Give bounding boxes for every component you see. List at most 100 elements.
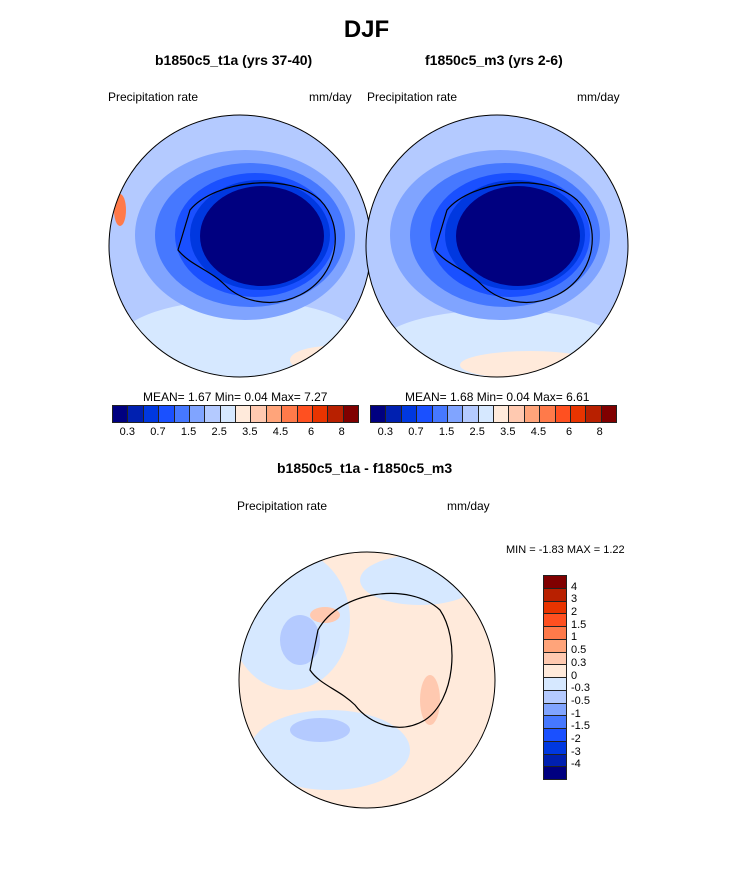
colorbar-tick-label: 0.7 [150, 426, 166, 438]
panel2-units: mm/day [577, 90, 620, 104]
colorbar-box [544, 729, 566, 742]
panel2-title: f1850c5_m3 (yrs 2-6) [425, 52, 563, 68]
colorbar-box [236, 406, 252, 422]
colorbar-box [509, 406, 525, 422]
colorbar-box [544, 588, 566, 602]
colorbar-tick-label: 0.3 [377, 426, 393, 438]
colorbar-box [544, 576, 566, 589]
colorbar-box [113, 406, 129, 422]
colorbar-diff [543, 575, 567, 780]
colorbar-box [494, 406, 510, 422]
colorbar-box [401, 406, 418, 422]
colorbar-box [386, 406, 402, 422]
colorbar-box [544, 678, 566, 691]
diff-colorbar-tick-label: 3 [571, 593, 578, 606]
panel1-variable: Precipitation rate [108, 90, 199, 104]
diff-colorbar-tick-label: 0 [571, 669, 578, 682]
colorbar-box [128, 406, 144, 422]
map-diff [239, 552, 495, 808]
panel1-stats: MEAN= 1.67 Min= 0.04 Max= 7.27 [143, 390, 328, 404]
colorbar-box [544, 703, 566, 717]
diff-units: mm/day [447, 499, 490, 513]
colorbar-box [174, 406, 190, 422]
diff-colorbar-tick-label: 0.3 [571, 656, 587, 669]
colorbar-box [143, 406, 160, 422]
colorbar-box [544, 716, 566, 729]
colorbar-box [544, 754, 566, 768]
colorbar-box [570, 406, 587, 422]
colorbar-tick-label: 8 [596, 426, 603, 438]
colorbar-box [478, 406, 494, 422]
diff-colorbar-tick-label: -0.3 [571, 682, 590, 695]
colorbar-tick-label: 1.5 [438, 426, 455, 438]
colorbar-box [544, 665, 566, 678]
colorbar-box [205, 406, 221, 422]
colorbar-box [601, 406, 616, 422]
colorbar-box [159, 406, 175, 422]
panel1-title: b1850c5_t1a (yrs 37-40) [155, 52, 313, 68]
colorbar-box [282, 406, 298, 422]
colorbar-tick-label: 1.5 [180, 426, 197, 438]
colorbar-box [544, 690, 566, 704]
diff-colorbar-tick-label: -1 [571, 707, 581, 720]
diff-variable: Precipitation rate [237, 499, 328, 513]
colorbar-box [189, 406, 206, 422]
diff-colorbar-tick-label: -0.5 [571, 694, 590, 707]
diff-colorbar-tick-label: 4 [571, 580, 578, 593]
colorbar-box [312, 406, 329, 422]
diff-colorbar-tick-label: 2 [571, 606, 578, 619]
colorbar-tick-label: 3.5 [242, 426, 258, 438]
colorbar-tick-label: 4.5 [272, 426, 289, 438]
diff-colorbar-tick-label: -3 [571, 745, 581, 758]
colorbar-box [417, 406, 433, 422]
colorbar-box [343, 406, 358, 422]
colorbar-box [432, 406, 448, 422]
colorbar-tick-label: 6 [308, 426, 315, 438]
diff-colorbar-tick-label: -1.5 [571, 720, 590, 733]
colorbar-tick-label: 0.3 [119, 426, 135, 438]
diff-stats: MIN = -1.83 MAX = 1.22 [506, 544, 625, 556]
colorbar-box [251, 406, 267, 422]
colorbar-box [544, 627, 566, 640]
diff-colorbar-tick-label: 1 [571, 631, 578, 644]
colorbar-box [555, 406, 571, 422]
colorbar-box [297, 406, 313, 422]
colorbar-box [266, 406, 283, 422]
colorbar-box [544, 767, 566, 779]
colorbar-box [544, 652, 566, 666]
diff-colorbar-tick-label: 1.5 [571, 618, 587, 631]
colorbar-box [544, 601, 566, 615]
panel2-variable: Precipitation rate [367, 90, 458, 104]
colorbar-box [586, 406, 602, 422]
colorbar-box [544, 639, 566, 653]
map-panel1 [109, 115, 371, 377]
colorbar-box [540, 406, 556, 422]
colorbar-tick-label: 0.7 [408, 426, 424, 438]
colorbar-box [544, 741, 566, 755]
diff-colorbar-tick-label: -2 [571, 732, 581, 745]
panel2-stats: MEAN= 1.68 Min= 0.04 Max= 6.61 [405, 390, 590, 404]
colorbar-box [371, 406, 387, 422]
colorbar-tick-label: 2.5 [469, 426, 485, 438]
colorbar-tick-label: 8 [338, 426, 345, 438]
panel1-units: mm/day [309, 90, 352, 104]
colorbar-box [220, 406, 236, 422]
colorbar-box [447, 406, 464, 422]
figure-title: DJF [343, 16, 390, 43]
colorbar-tick-label: 2.5 [211, 426, 227, 438]
diff-colorbar-tick-label: 0.5 [571, 644, 587, 657]
colorbar-tick-label: 3.5 [500, 426, 516, 438]
colorbar-box [544, 614, 566, 627]
colorbar-tick-label: 6 [566, 426, 573, 438]
colorbar-box [524, 406, 541, 422]
colorbar-box [328, 406, 344, 422]
colorbar-panel1 [112, 405, 359, 423]
diff-colorbar-tick-label: -4 [571, 758, 581, 771]
colorbar-tick-label: 4.5 [530, 426, 547, 438]
colorbar-box [463, 406, 479, 422]
map-panel2 [366, 115, 628, 377]
diff-title: b1850c5_t1a - f1850c5_m3 [277, 460, 453, 476]
colorbar-panel2 [370, 405, 617, 423]
